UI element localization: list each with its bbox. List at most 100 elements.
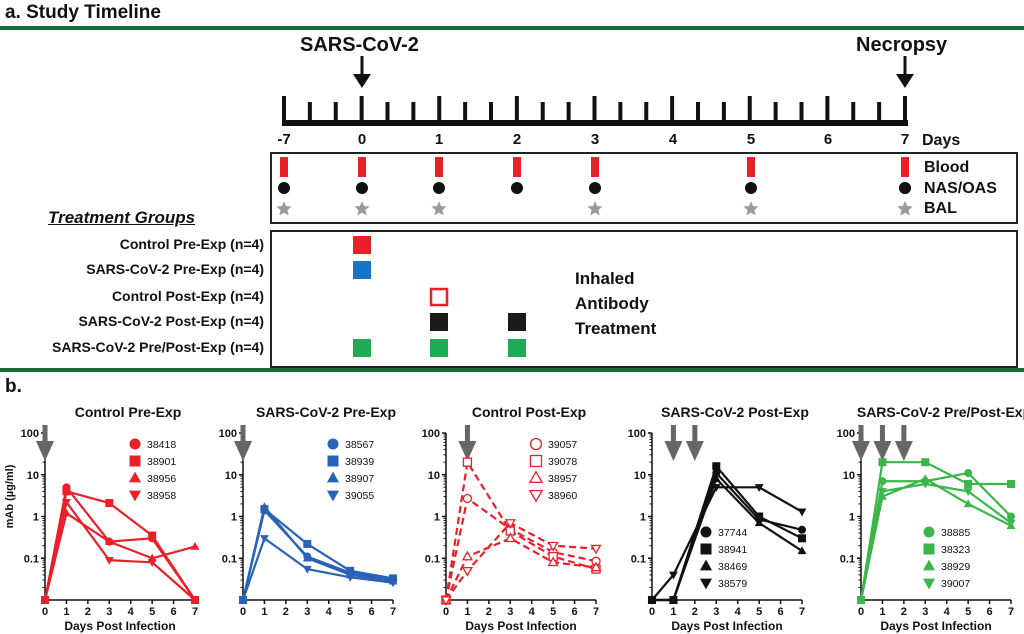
data-point xyxy=(669,595,678,604)
timeline-tick xyxy=(773,102,778,124)
data-point xyxy=(1007,512,1015,521)
dosing-arrow-head xyxy=(234,441,252,461)
x-tick-label: 2 xyxy=(486,606,492,618)
legend-label: 38957 xyxy=(548,473,577,485)
necropsy-arrow-head xyxy=(896,74,914,88)
y-tick-label: 10 xyxy=(27,470,39,482)
chart-title: SARS-CoV-2 Post-Exp xyxy=(661,404,809,420)
data-point xyxy=(504,532,516,543)
y-tick-label: 10 xyxy=(843,470,855,482)
treatment-groups-title: Treatment Groups xyxy=(48,208,196,227)
data-point xyxy=(711,484,721,492)
legend-marker xyxy=(529,454,543,468)
panel-a-title: a. Study Timeline xyxy=(5,2,161,23)
dosing-arrow-shaft xyxy=(858,425,864,443)
group-label: SARS-CoV-2 Post-Exp (n=4) xyxy=(78,313,264,329)
x-tick-label: 4 xyxy=(128,606,135,618)
legend-marker xyxy=(327,455,339,467)
data-point xyxy=(547,556,559,567)
x-tick-label: 3 xyxy=(304,606,310,618)
timeline-tick xyxy=(644,102,649,124)
x-tick-label: 1 xyxy=(670,606,676,618)
day-label: 1 xyxy=(434,131,444,148)
blood-legend-marker xyxy=(901,157,909,177)
day-label: 3 xyxy=(590,131,600,148)
data-point xyxy=(104,556,114,565)
nas-sample-marker xyxy=(433,182,445,194)
legend-marker xyxy=(528,470,544,484)
chart-3: Control Post-Exp 0.1 1 10 100 0 1 2 3 4 5 6 7 Days Po… xyxy=(422,404,602,633)
series-line xyxy=(444,496,597,601)
treatment-marker xyxy=(508,313,526,331)
legend-marker xyxy=(700,526,712,538)
series-line xyxy=(43,499,196,601)
chart-title: Control Pre-Exp xyxy=(75,404,182,420)
x-tick-label: 5 xyxy=(965,606,971,618)
legend-marker xyxy=(699,559,713,571)
x-tick-label: 6 xyxy=(572,606,578,618)
data-point xyxy=(963,499,973,508)
bal-sample-marker xyxy=(431,201,447,216)
x-tick-label: 5 xyxy=(550,606,556,618)
treatment-note-line-2: Antibody xyxy=(575,294,649,313)
timeline-tick xyxy=(359,96,364,124)
data-point xyxy=(797,508,807,517)
legend-label: 38907 xyxy=(345,473,374,485)
data-point xyxy=(504,519,516,529)
data-point xyxy=(302,553,312,562)
y-axis-label: mAb (µg/ml) xyxy=(4,464,16,528)
dosing-arrow-head xyxy=(894,441,913,461)
days-unit-label: Days xyxy=(922,132,961,149)
x-tick-label: 6 xyxy=(987,606,993,618)
day-label: -7 xyxy=(277,131,291,148)
series-line xyxy=(445,537,597,601)
x-tick-label: 5 xyxy=(756,606,762,618)
nas-sample-marker xyxy=(356,182,368,194)
x-tick-label: 3 xyxy=(507,606,513,618)
legend-label: 38960 xyxy=(548,490,577,502)
legend-marker xyxy=(326,471,340,483)
y-tick-label: 100 xyxy=(422,428,440,440)
data-point xyxy=(921,458,930,467)
data-point xyxy=(62,487,71,496)
legend-marker xyxy=(327,438,339,450)
timeline-tick xyxy=(825,96,830,124)
timeline-tick xyxy=(514,96,519,124)
legend-label: 38469 xyxy=(718,561,747,573)
day-label: 5 xyxy=(746,131,756,148)
data-point xyxy=(462,457,473,467)
panel-b-title: b. xyxy=(5,376,22,397)
timeline-tick xyxy=(747,96,752,124)
y-tick-label: 10 xyxy=(634,470,646,482)
data-point xyxy=(798,525,806,534)
dosing-arrow-head xyxy=(873,441,892,461)
series-line xyxy=(241,504,394,601)
y-tick-label: 1 xyxy=(434,512,440,524)
data-point xyxy=(238,596,248,605)
data-point xyxy=(345,574,355,582)
data-point xyxy=(388,579,398,588)
x-tick-label: 6 xyxy=(369,606,375,618)
dosing-arrow-head xyxy=(685,441,704,461)
legend-marker xyxy=(700,543,712,555)
x-tick-label: 6 xyxy=(171,606,177,618)
x-tick-label: 0 xyxy=(42,606,48,618)
legend-label: 38939 xyxy=(345,456,374,468)
data-point xyxy=(878,458,887,467)
legend-marker xyxy=(129,455,141,467)
treatment-marker xyxy=(353,261,371,279)
x-axis-label: Days Post Infection xyxy=(465,619,576,633)
legend-label: 38929 xyxy=(941,561,970,573)
chart-1: Control Pre-Exp 0.1 1 10 100 0 1 2 3 4 5 6 7 Days Pos… xyxy=(4,404,200,633)
day-label: 2 xyxy=(512,131,522,148)
x-tick-label: 7 xyxy=(799,606,805,618)
x-tick-label: 2 xyxy=(901,606,907,618)
y-tick-label: 0.1 xyxy=(840,553,855,565)
data-point xyxy=(462,493,473,504)
data-point xyxy=(148,531,157,540)
x-tick-label: 5 xyxy=(149,606,155,618)
chart-4: SARS-CoV-2 Post-Exp 0.1 1 10 100 0 1 2 3 4 5 6 7 Days… xyxy=(628,404,809,633)
data-point xyxy=(302,565,312,574)
legend-label: 38579 xyxy=(718,578,747,590)
day-label: 6 xyxy=(823,131,833,148)
